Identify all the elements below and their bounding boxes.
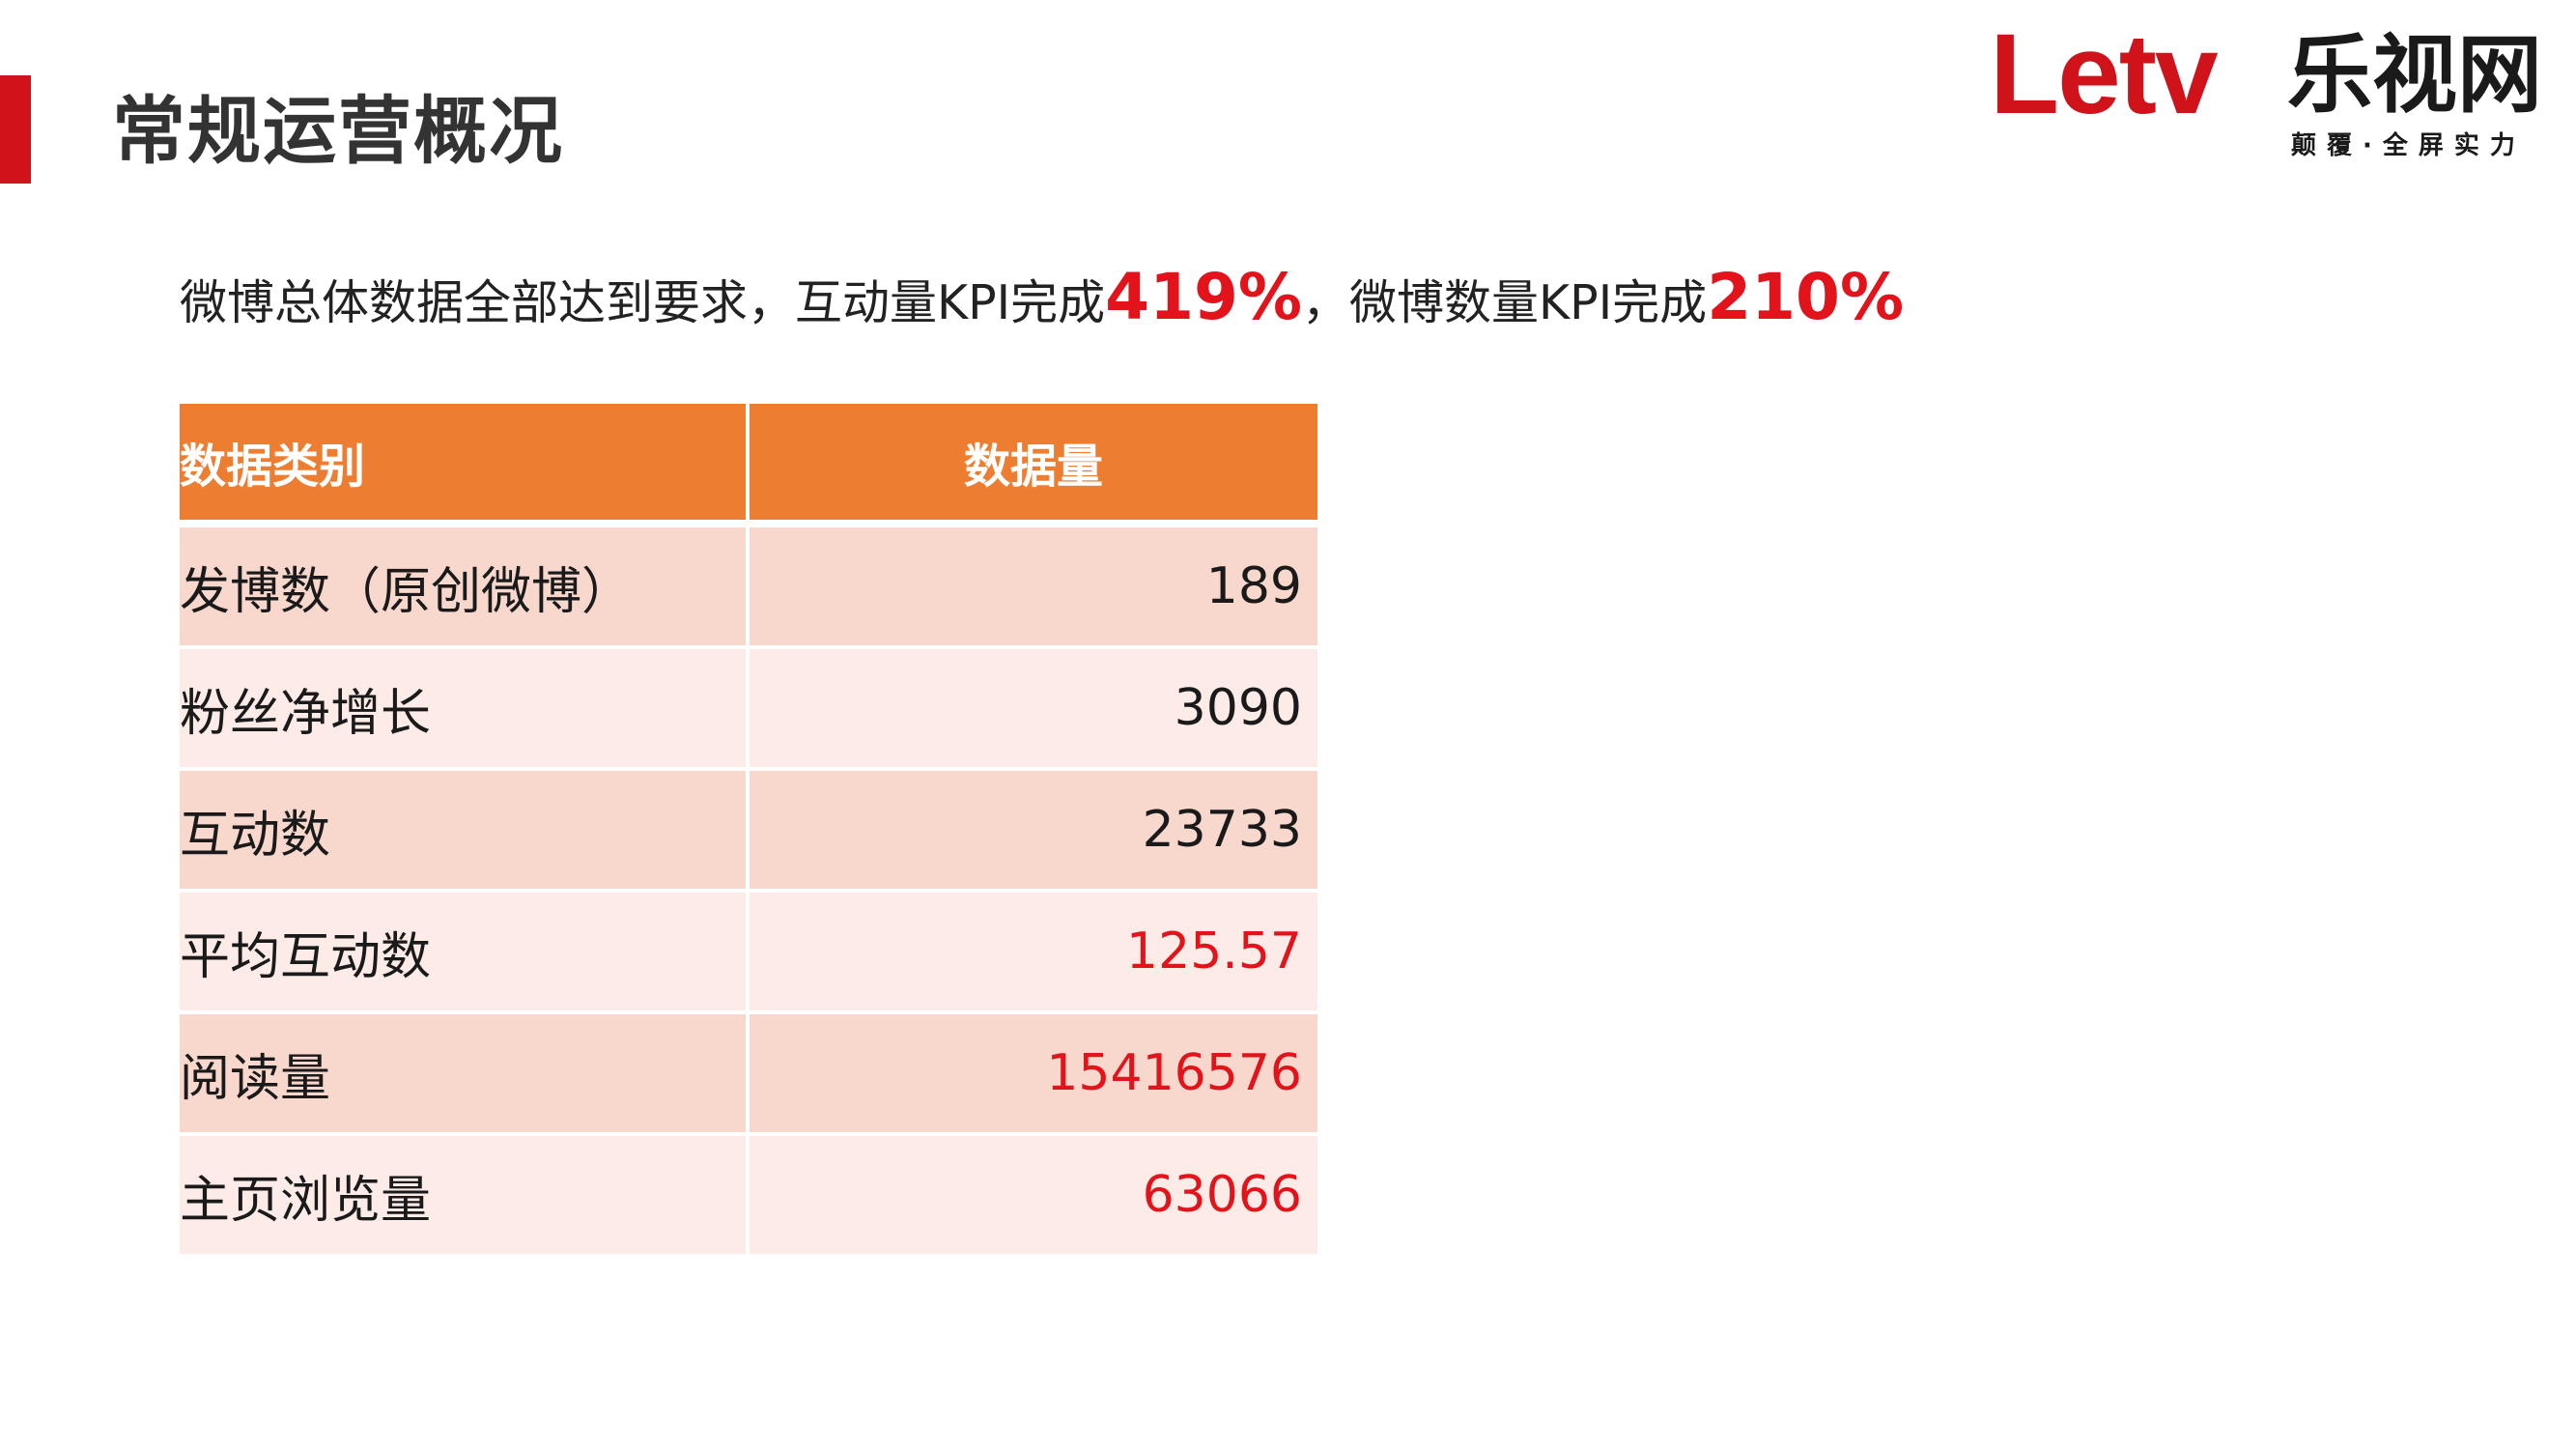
post-count-kpi-value: 210% xyxy=(1707,260,1905,334)
row-label: 发博数（原创微博） xyxy=(180,524,750,649)
header-category: 数据类别 xyxy=(180,404,750,527)
row-value: 189 xyxy=(748,524,1317,649)
table-row: 阅读量 15416576 xyxy=(180,1012,1317,1136)
row-label: 阅读量 xyxy=(180,1012,750,1136)
headline-text-2: ，微博数量KPI完成 xyxy=(1302,275,1708,330)
logo-slogan: 颠覆·全屏实力 xyxy=(2291,131,2526,160)
table-row: 主页浏览量 63066 xyxy=(180,1134,1317,1258)
row-label: 粉丝净增长 xyxy=(180,647,750,771)
logo-brand: Letv xyxy=(1990,11,2219,138)
title-accent-bar xyxy=(0,75,31,184)
row-value-highlight: 63066 xyxy=(748,1134,1317,1258)
table-row: 发博数（原创微博） 189 xyxy=(180,524,1317,649)
interaction-kpi-value: 419% xyxy=(1105,260,1303,334)
table-row: 互动数 23733 xyxy=(180,769,1317,893)
page-title: 常规运营概况 xyxy=(112,88,564,174)
row-value: 3090 xyxy=(748,647,1317,771)
letv-logo: Letv 乐视网 颠覆·全屏实力 xyxy=(1990,11,2550,160)
row-value-highlight: 125.57 xyxy=(748,891,1317,1014)
row-value-highlight: 15416576 xyxy=(748,1012,1317,1136)
headline-text-1: 微博总体数据全部达到要求，互动量KPI完成 xyxy=(180,275,1106,330)
row-value: 23733 xyxy=(748,769,1317,893)
logo-brand-cn: 乐视网 xyxy=(2287,25,2543,125)
table-row: 平均互动数 125.57 xyxy=(180,891,1317,1014)
header-amount: 数据量 xyxy=(748,404,1317,527)
table-row: 粉丝净增长 3090 xyxy=(180,647,1317,771)
table-header-row: 数据类别 数据量 xyxy=(180,404,1317,527)
weibo-data-table: 数据类别 数据量 发博数（原创微博） 189 粉丝净增长 3090 互动数 23… xyxy=(180,404,1317,1258)
row-label: 互动数 xyxy=(180,769,750,893)
row-label: 主页浏览量 xyxy=(180,1134,750,1258)
summary-headline: 微博总体数据全部达到要求，互动量KPI完成419%，微博数量KPI完成210% xyxy=(180,263,1904,338)
row-label: 平均互动数 xyxy=(180,891,750,1014)
